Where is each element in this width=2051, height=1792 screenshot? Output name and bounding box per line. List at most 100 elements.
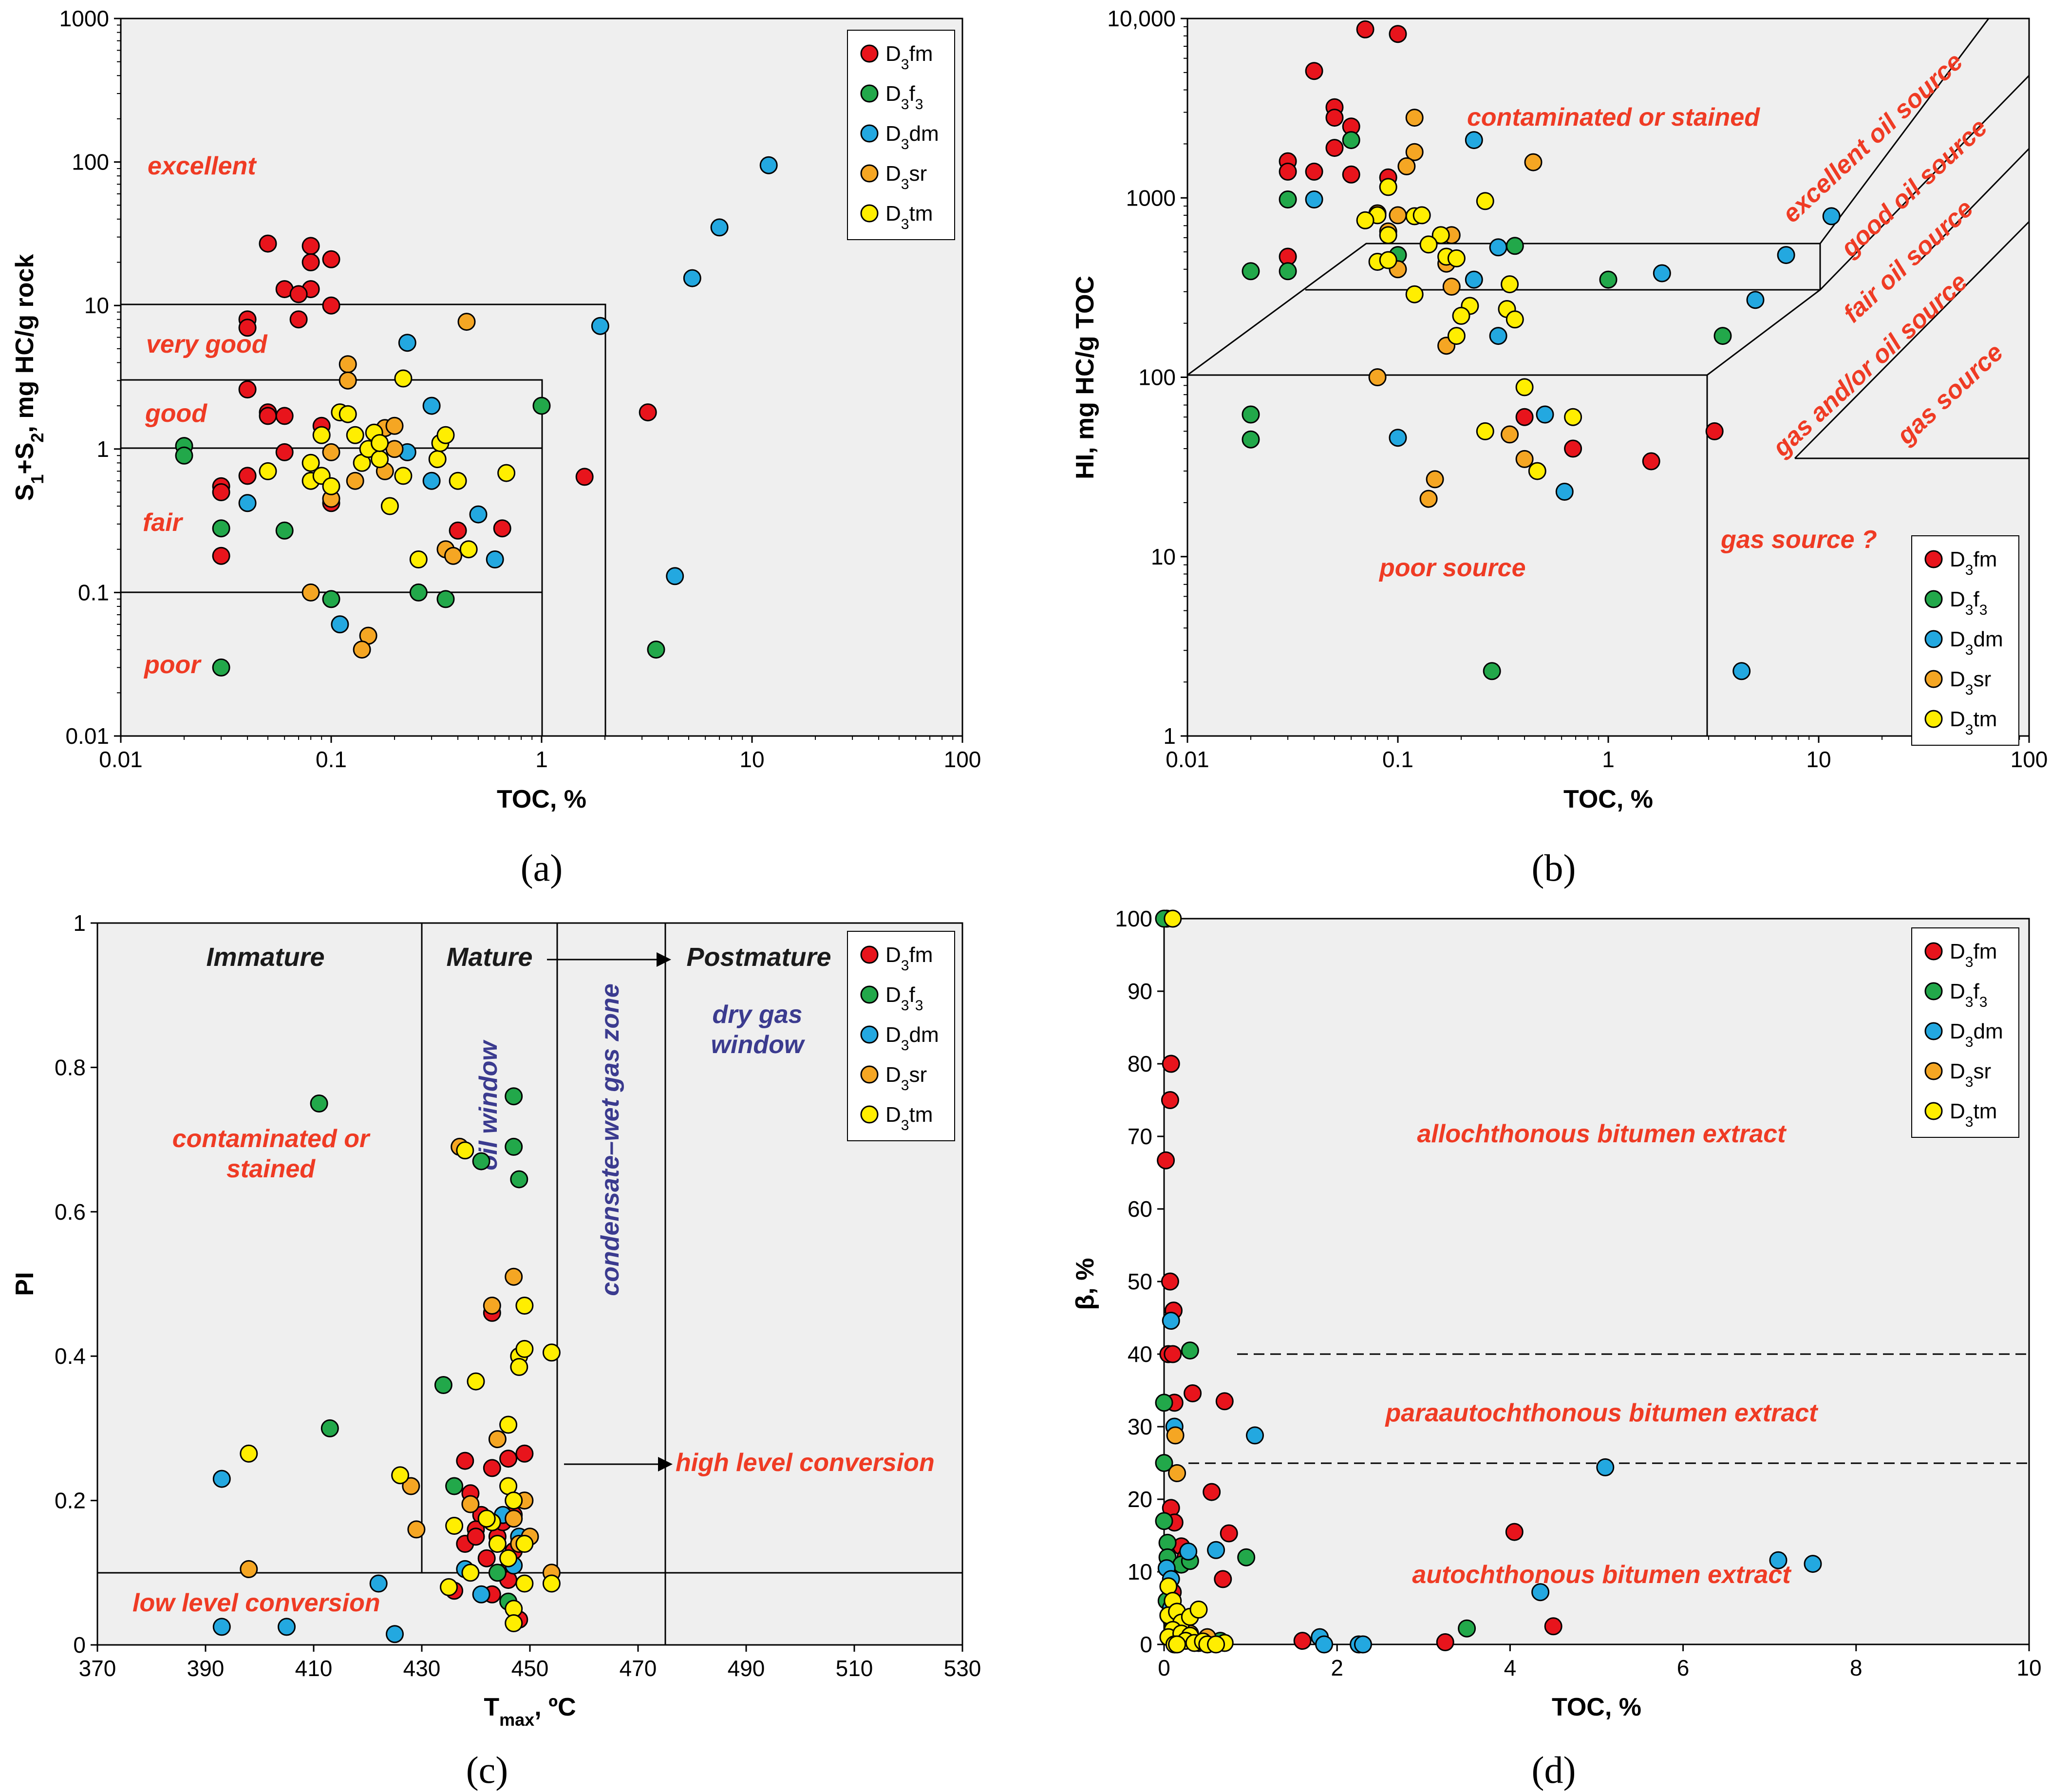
annotation-gas-source-q: gas source ?	[1720, 526, 1877, 554]
legend-marker-D3f3	[1924, 982, 1943, 1000]
legend-marker-D3sr	[860, 164, 879, 183]
data-point-D3dm	[1162, 1312, 1180, 1330]
data-point-D3tm	[515, 1574, 534, 1593]
data-point-D3f3	[1242, 405, 1260, 424]
data-point-D3f3	[1155, 1454, 1173, 1472]
data-point-D3fm	[1305, 162, 1323, 181]
legend-marker-D3dm	[860, 124, 879, 143]
ticks-b: 0.01 0.1 1 10 100 1 10 100 1000 10,000	[1107, 6, 2048, 772]
data-point-D3tm	[1356, 211, 1374, 229]
legend-label-D3f3: D3f3	[1950, 587, 1987, 618]
points-c	[212, 1087, 561, 1643]
legend-label-D3dm: D3dm	[1950, 627, 2003, 658]
legend-marker-D3tm	[1924, 1102, 1943, 1120]
data-point-D3tm	[1476, 422, 1494, 440]
data-point-D3tm	[1447, 327, 1466, 345]
data-point-D3sr	[339, 355, 357, 374]
data-point-D3sr	[1515, 450, 1534, 468]
data-point-D3dm	[472, 1585, 490, 1603]
data-point-D3fm	[259, 407, 277, 425]
legend-marker-D3fm	[1924, 942, 1943, 961]
data-point-D3f3	[1237, 1548, 1256, 1566]
ticks-a: 0.01 0.1 1 10 100 0.01 0.1 1 10 100 1000	[59, 6, 981, 772]
data-point-D3dm	[398, 334, 416, 352]
data-point-D3dm	[422, 472, 441, 490]
data-point-D3fm	[477, 1549, 496, 1567]
y-tick-label: 1000	[59, 6, 109, 31]
annotation-contaminated-stained-c: contaminated or stained	[172, 1125, 371, 1183]
data-point-D3f3	[1279, 262, 1297, 281]
y-axis-label-a: S1+S2, mg HC/g rock	[11, 254, 47, 501]
x-tick-label: 510	[836, 1656, 873, 1681]
data-point-D3tm	[1447, 249, 1466, 267]
legend-marker-D3fm	[860, 945, 879, 964]
data-point-D3tm	[461, 1564, 480, 1582]
y-tick-label: 100	[1138, 365, 1176, 390]
panel-label-d: (d)	[1532, 1749, 1576, 1791]
legend-label-D3tm: D3tm	[885, 202, 933, 232]
data-point-D3dm	[1531, 1583, 1550, 1602]
annotation-poor-source: poor source	[1378, 554, 1526, 582]
data-point-D3tm	[371, 450, 389, 469]
x-tick-label: 410	[295, 1656, 333, 1681]
panel-d: allochthonous bitumen extract paraautoch…	[1071, 906, 2042, 1791]
data-point-D3dm	[1179, 1542, 1198, 1561]
data-point-D3f3	[212, 519, 230, 538]
data-point-D3sr	[444, 547, 462, 565]
legend-marker-D3dm	[1924, 1022, 1943, 1040]
data-point-D3fm	[467, 1528, 485, 1546]
x-tick-label: 1	[535, 747, 548, 772]
y-tick-label: 0.2	[55, 1488, 86, 1513]
data-point-D3sr	[240, 1560, 258, 1578]
y-axis-label-d: β, %	[1071, 1258, 1099, 1310]
data-point-D3tm	[391, 1466, 410, 1485]
y-tick-label: 1	[96, 436, 109, 462]
data-point-D3fm	[289, 285, 308, 303]
data-point-D3sr	[457, 313, 476, 331]
data-point-D3fm	[1505, 1523, 1524, 1541]
y-tick-label: 80	[1128, 1051, 1152, 1076]
x-tick-label: 100	[2011, 747, 2048, 772]
data-point-D3fm	[1705, 422, 1724, 440]
data-point-D3tm	[322, 477, 340, 495]
data-point-D3f3	[434, 1376, 452, 1394]
data-point-D3tm	[1379, 226, 1397, 245]
y-tick-label: 90	[1128, 979, 1152, 1004]
data-point-D3dm	[1822, 207, 1841, 226]
data-point-D3sr	[1166, 1426, 1185, 1445]
data-point-D3tm	[1431, 226, 1450, 245]
data-point-D3tm	[301, 453, 320, 472]
data-point-D3tm	[394, 369, 413, 388]
data-point-D3fm	[1389, 25, 1407, 43]
y-tick-label: 0.01	[65, 723, 109, 749]
data-point-D3tm	[346, 426, 364, 444]
data-point-D3tm	[449, 472, 467, 490]
data-point-D3tm	[1405, 285, 1424, 303]
data-point-D3f3	[472, 1152, 490, 1170]
data-point-D3sr	[488, 1430, 507, 1449]
data-point-D3fm	[1436, 1633, 1454, 1651]
annotation-poor: poor	[143, 651, 202, 679]
x-tick-label: 10	[2016, 1655, 2041, 1680]
legend-a: D3fm D3f3 D3dm D3sr D3tm	[847, 30, 955, 240]
data-point-D3fm	[301, 253, 320, 271]
data-point-D3f3	[320, 1419, 339, 1437]
x-tick-label: 470	[620, 1656, 657, 1681]
legend-marker-D3sr	[1924, 670, 1943, 688]
data-point-D3f3	[1458, 1619, 1476, 1638]
data-point-D3tm	[499, 1549, 518, 1567]
data-point-D3sr	[1405, 109, 1424, 127]
data-point-D3sr	[1524, 153, 1543, 171]
y-tick-label: 0	[73, 1632, 86, 1658]
legend-label-D3tm: D3tm	[1950, 707, 1997, 738]
data-point-D3tm	[459, 540, 478, 559]
data-point-D3sr	[346, 472, 364, 490]
y-tick-label: 0.1	[78, 580, 109, 605]
ticks-c: 370 390 410 430 450 470 490 510 530 0 0.2 0.4 0.6 0.8…	[55, 910, 981, 1681]
plot-area-d	[1163, 918, 2030, 1645]
y-tick-label: 0	[1140, 1632, 1152, 1657]
data-point-D3f3	[1242, 262, 1260, 281]
y-tick-label: 1	[73, 910, 86, 936]
x-tick-label: 390	[187, 1656, 225, 1681]
